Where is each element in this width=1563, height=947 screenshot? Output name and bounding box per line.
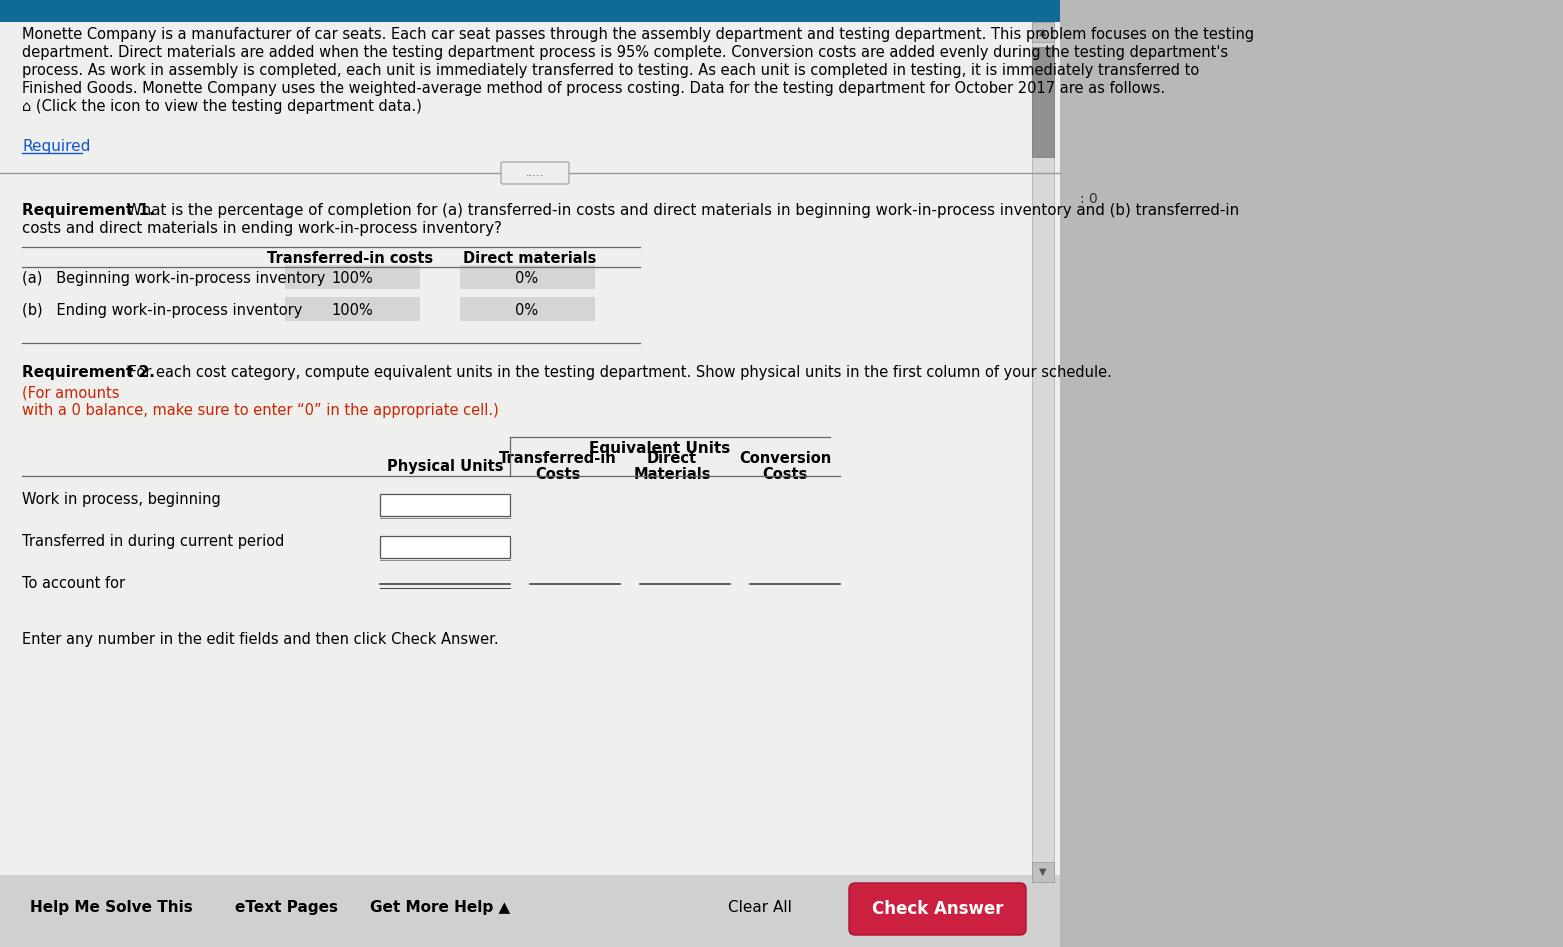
Text: Direct: Direct: [647, 451, 697, 466]
Text: To account for: To account for: [22, 576, 125, 591]
Text: ▲: ▲: [1039, 27, 1047, 37]
Text: 100%: 100%: [331, 271, 374, 286]
Bar: [0, 875, 1060, 947]
Text: 0%: 0%: [516, 303, 539, 318]
Text: 100%: 100%: [331, 303, 374, 318]
Text: What is the percentage of completion for (a) transferred-in costs and direct mat: What is the percentage of completion for…: [122, 203, 1239, 218]
Bar: [1032, 22, 1053, 42]
Text: costs and direct materials in ending work-in-process inventory?: costs and direct materials in ending wor…: [22, 221, 502, 236]
Text: Finished Goods. Monette Company uses the weighted-average method of process cost: Finished Goods. Monette Company uses the…: [22, 81, 1164, 96]
Text: Materials: Materials: [633, 467, 711, 482]
Text: .....: .....: [525, 168, 544, 178]
Text: ⌂ (Click the icon to view the testing department data.): ⌂ (Click the icon to view the testing de…: [22, 99, 422, 114]
Text: Monette Company is a manufacturer of car seats. Each car seat passes through the: Monette Company is a manufacturer of car…: [22, 27, 1254, 42]
Text: Equivalent Units: Equivalent Units: [589, 441, 730, 456]
Text: Costs: Costs: [535, 467, 581, 482]
Text: department. Direct materials are added when the testing department process is 95: department. Direct materials are added w…: [22, 45, 1229, 60]
Text: Direct materials: Direct materials: [463, 251, 597, 266]
Text: Enter any number in the edit fields and then click Check Answer.: Enter any number in the edit fields and …: [22, 632, 499, 647]
Text: Help Me Solve This: Help Me Solve This: [30, 900, 192, 915]
Bar: [1032, 862, 1053, 882]
Text: Required: Required: [22, 139, 91, 154]
Text: For each cost category, compute equivalent units in the testing department. Show: For each cost category, compute equivale…: [123, 365, 1111, 380]
Text: ▼: ▼: [1039, 867, 1047, 877]
Bar: [1032, 22, 1053, 882]
Text: process. As work in assembly is completed, each unit is immediately transferred : process. As work in assembly is complete…: [22, 63, 1199, 78]
Text: Get More Help ▲: Get More Help ▲: [370, 900, 510, 915]
Text: (b)   Ending work-in-process inventory: (b) Ending work-in-process inventory: [22, 303, 302, 318]
Text: Transferred in during current period: Transferred in during current period: [22, 534, 284, 549]
Text: Transferred-in: Transferred-in: [499, 451, 617, 466]
Bar: [1032, 47, 1053, 157]
Bar: [0, 0, 1060, 22]
FancyBboxPatch shape: [849, 883, 1025, 935]
Bar: [460, 265, 596, 289]
Text: Clear All: Clear All: [728, 900, 792, 915]
Bar: [460, 297, 596, 321]
Text: Costs: Costs: [763, 467, 808, 482]
Bar: [0, 0, 1060, 947]
Bar: [284, 297, 420, 321]
Text: Physical Units: Physical Units: [386, 459, 503, 474]
Text: Transferred-in costs: Transferred-in costs: [267, 251, 433, 266]
FancyBboxPatch shape: [502, 162, 569, 184]
Bar: [380, 536, 510, 558]
Bar: [1060, 0, 1563, 947]
Text: (For amounts: (For amounts: [22, 385, 119, 400]
Bar: [380, 494, 510, 516]
Text: Check Answer: Check Answer: [872, 900, 1003, 918]
Text: (a)   Beginning work-in-process inventory: (a) Beginning work-in-process inventory: [22, 271, 325, 286]
Text: 0%: 0%: [516, 271, 539, 286]
Text: Requirement 2.: Requirement 2.: [22, 365, 155, 380]
Bar: [284, 265, 420, 289]
Text: : 0: : 0: [1080, 192, 1097, 206]
Text: Work in process, beginning: Work in process, beginning: [22, 492, 220, 507]
Text: with a 0 balance, make sure to enter “0” in the appropriate cell.): with a 0 balance, make sure to enter “0”…: [22, 403, 499, 418]
Text: Conversion: Conversion: [739, 451, 832, 466]
Text: Requirement 1.: Requirement 1.: [22, 203, 155, 218]
Text: eText Pages: eText Pages: [234, 900, 338, 915]
